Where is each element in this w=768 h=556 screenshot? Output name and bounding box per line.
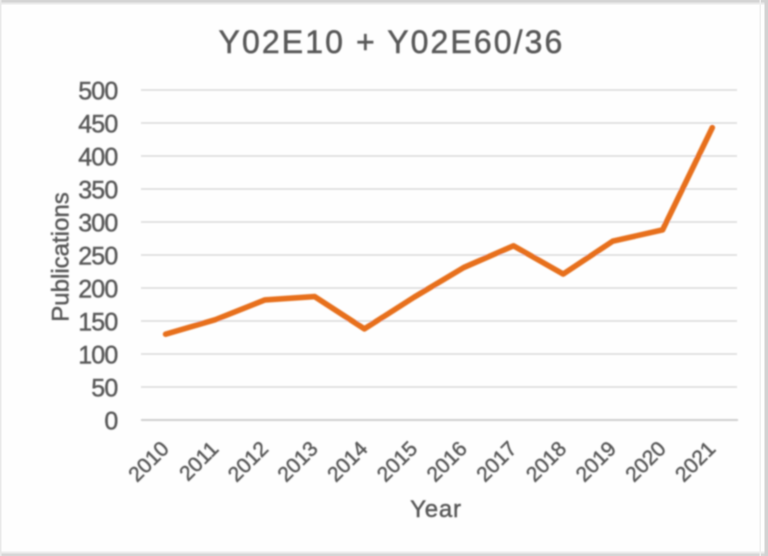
svg-text:250: 250 bbox=[78, 243, 117, 271]
svg-text:300: 300 bbox=[78, 210, 117, 238]
svg-text:500: 500 bbox=[78, 78, 117, 106]
svg-text:0: 0 bbox=[104, 408, 117, 436]
svg-text:50: 50 bbox=[91, 375, 117, 403]
svg-text:Year: Year bbox=[410, 496, 462, 523]
svg-text:150: 150 bbox=[78, 309, 117, 337]
svg-text:200: 200 bbox=[78, 276, 117, 304]
svg-text:400: 400 bbox=[78, 144, 117, 172]
svg-text:450: 450 bbox=[78, 111, 117, 139]
svg-text:Publications: Publications bbox=[48, 192, 75, 321]
svg-text:Y02E10 + Y02E60/36: Y02E10 + Y02E60/36 bbox=[219, 24, 565, 60]
svg-text:100: 100 bbox=[78, 342, 117, 370]
svg-text:350: 350 bbox=[78, 177, 117, 205]
